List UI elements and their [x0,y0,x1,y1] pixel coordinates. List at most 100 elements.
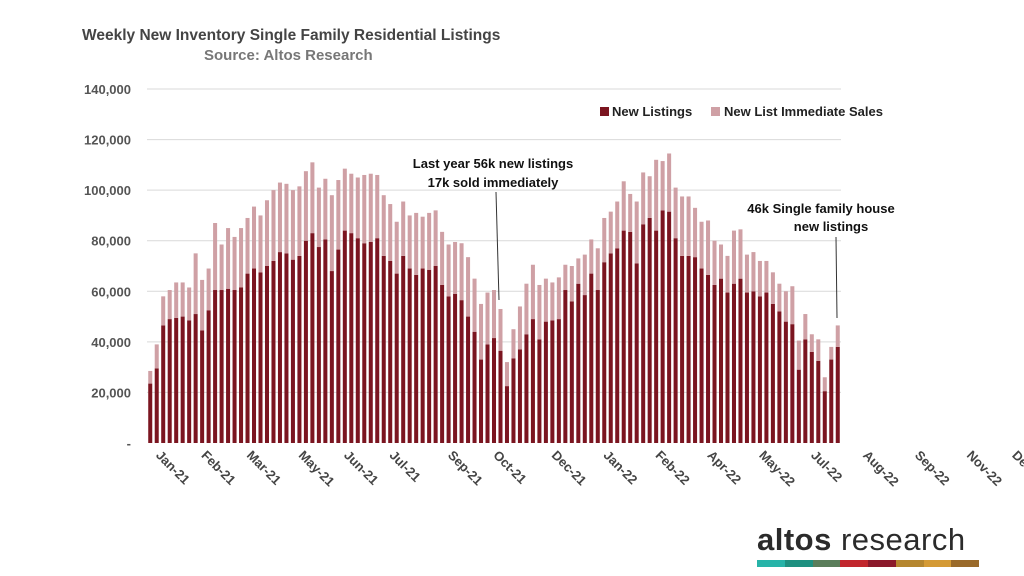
bar-immediate-sales [368,173,373,242]
gridlines [147,88,841,393]
annotation-current-arrow [835,236,838,319]
annotation-last-year-arrow [495,191,500,301]
bar-immediate-sales [686,196,691,256]
bar-new-listings [284,253,289,443]
bar-immediate-sales [264,200,269,266]
x-tick: Sep-22 [912,448,953,489]
bar-new-listings [608,253,613,443]
bar-immediate-sales [530,264,535,320]
bar-new-listings [459,300,464,443]
bar-immediate-sales [329,195,334,272]
bar-immediate-sales [213,223,218,291]
bar-new-listings [777,311,782,443]
bar-immediate-sales [446,244,451,297]
logo-bar-segment [895,560,924,567]
bar-immediate-sales [316,187,321,248]
x-tick-label: Apr-22 [704,448,744,488]
bar-immediate-sales [667,153,672,212]
bar-new-listings [595,290,600,443]
bar-immediate-sales [407,215,412,269]
bar-immediate-sales [232,236,237,291]
bar-new-listings [401,255,406,443]
x-tick-label: Sep-21 [445,448,486,489]
bar-new-listings [479,359,484,443]
bar-immediate-sales [628,193,633,232]
bar-new-listings [200,330,205,443]
bar-new-listings [686,255,691,443]
bar-new-listings [303,240,308,443]
bar-immediate-sales [161,296,166,326]
bar-new-listings [809,351,814,443]
bar-new-listings [569,301,574,443]
bar-new-listings [589,273,594,443]
bar-immediate-sales [148,370,153,384]
bar-immediate-sales [479,303,484,360]
chart-subtitle: Source: Altos Research [204,47,373,64]
bar-immediate-sales [414,212,419,275]
bar-immediate-sales [381,195,386,256]
bar-immediate-sales [621,181,626,231]
bar-new-listings [258,272,263,443]
annotation-current-line2: new listings [794,219,868,234]
bar-new-listings [427,269,432,443]
bar-new-listings [433,266,438,443]
bar-immediate-sales [647,176,652,218]
bar-new-listings [264,266,269,443]
bar-immediate-sales [485,292,490,345]
legend-swatch-new-listings [600,107,609,116]
bar-immediate-sales [764,260,769,293]
bar-immediate-sales [258,215,263,273]
logo-bar-segment [840,560,868,567]
altos-research-logo: altos research [757,524,979,567]
bar-new-listings [414,274,419,443]
bar-new-listings [446,296,451,443]
y-tick-label: 40,000 [91,335,131,350]
bar-new-listings [654,230,659,443]
bar-new-listings [245,273,250,443]
bar-new-listings [667,211,672,443]
bar-new-listings [628,231,633,443]
x-tick: Oct-21 [490,448,529,487]
bar-immediate-sales [835,325,840,347]
bar-new-listings [764,292,769,443]
bar-immediate-sales [323,178,328,240]
x-tick: Mar-21 [244,448,284,488]
bar-new-listings [394,273,399,443]
x-tick: May-21 [296,448,338,490]
x-tick-label: Jul-22 [808,448,845,485]
bar-new-listings [219,290,224,443]
annotation-current-line1: 46k Single family house [747,201,894,216]
x-tick: Jul-21 [387,448,424,485]
bar-new-listings [576,283,581,443]
bar-new-listings [290,259,295,443]
bar-immediate-sales [252,206,257,269]
bar-immediate-sales [498,308,503,351]
bar-new-listings [719,278,724,443]
bar-new-listings [634,263,639,443]
bar-new-listings [712,284,717,443]
logo-color-bar [757,560,979,567]
bar-immediate-sales [582,254,587,296]
y-tick-label: 140,000 [84,82,131,97]
bar-immediate-sales [757,260,762,297]
bar-immediate-sales [602,217,607,263]
bar-new-listings [148,383,153,443]
bar-new-listings [744,292,749,443]
bar-immediate-sales [511,329,516,359]
logo-bar-segment [923,560,952,567]
y-tick-label: 120,000 [84,133,131,148]
bar-immediate-sales [491,290,497,339]
bar-new-listings [641,224,646,443]
bar-immediate-sales [336,180,341,250]
bar-immediate-sales [226,228,231,289]
x-tick-label: Nov-22 [964,448,1005,489]
bar-immediate-sales [693,207,698,258]
bar-immediate-sales [537,284,542,340]
x-tick: May-22 [756,448,798,490]
bar-immediate-sales [290,190,295,260]
bar-new-listings [213,290,218,443]
bar-immediate-sales [180,282,185,317]
y-tick-label: 100,000 [84,183,131,198]
bar-immediate-sales [219,244,224,291]
bar-new-listings [362,243,367,443]
